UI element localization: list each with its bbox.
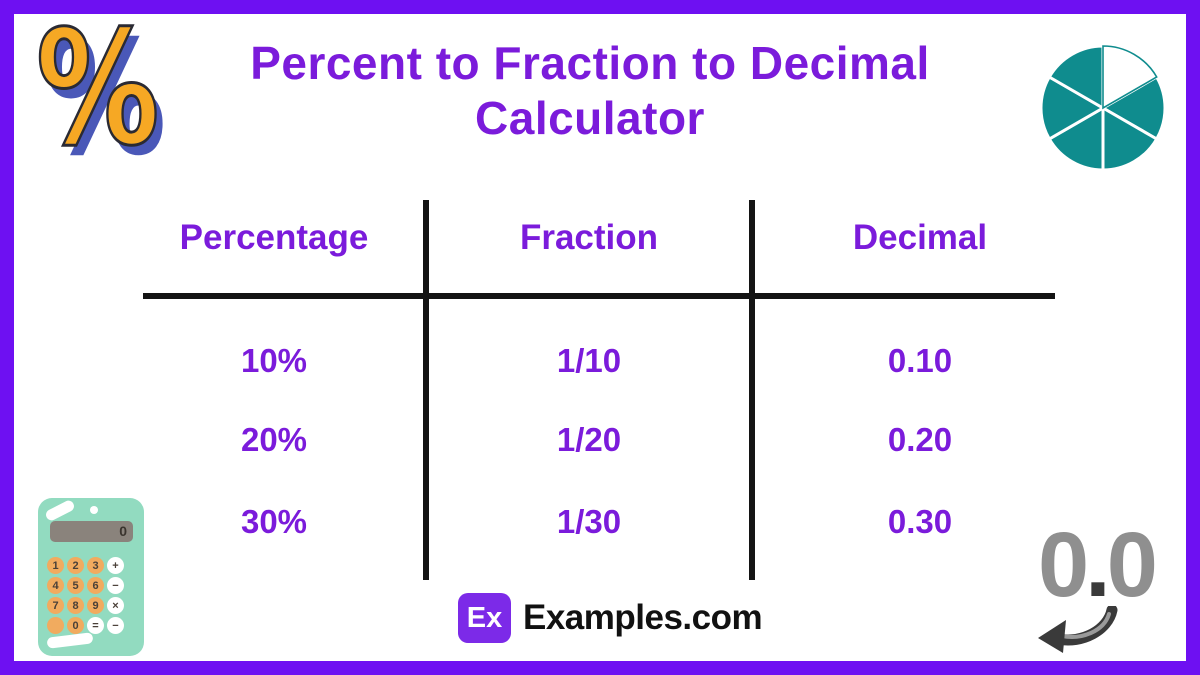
calculator-shine [44, 498, 76, 523]
calc-key-plus: + [107, 557, 124, 574]
calc-key-3: 3 [87, 557, 104, 574]
column-header-fraction: Fraction [519, 218, 659, 257]
calc-key-0: 0 [67, 617, 84, 634]
calculator-shine [46, 632, 94, 649]
calculator-icon: 0 1 2 3 + 4 5 6 − 7 8 9 × 0 = − [38, 498, 144, 656]
percentage-value: 10% [240, 342, 308, 379]
table-row: 10% 1/10 0.10 [14, 339, 1186, 383]
calc-key-1: 1 [47, 557, 64, 574]
page-title: Percent to Fraction to Decimal Calculato… [170, 36, 1010, 146]
title-line-2: Calculator [475, 92, 705, 144]
table-row: 30% 1/30 0.30 [14, 500, 1186, 544]
table-header-row: Percentage Fraction Decimal [14, 218, 1186, 258]
calc-key-5: 5 [67, 577, 84, 594]
fraction-value: 1/30 [556, 503, 622, 540]
calc-key-7: 7 [47, 597, 64, 614]
decimal-point: . [1085, 514, 1110, 616]
calc-key-multiply: × [107, 597, 124, 614]
examples-logo-badge: Ex [458, 593, 511, 643]
decimal-value: 0.10 [887, 342, 953, 379]
calc-key-equals: = [87, 617, 104, 634]
calc-key-blank [47, 617, 64, 634]
column-header-decimal: Decimal [852, 218, 988, 257]
fraction-value: 1/20 [556, 421, 622, 458]
curved-arrow-icon [1038, 606, 1118, 653]
percentage-value: 20% [240, 421, 308, 458]
percent-3d-icon: % [35, 0, 161, 181]
calculator-display: 0 [50, 521, 133, 542]
calc-key-9: 9 [87, 597, 104, 614]
table-row: 20% 1/20 0.20 [14, 418, 1186, 462]
title-line-1: Percent to Fraction to Decimal [250, 37, 930, 89]
examples-logo-text: Examples.com [523, 598, 763, 637]
table-vertical-rule-right [749, 200, 755, 580]
calculator-keypad: 1 2 3 + 4 5 6 − 7 8 9 × 0 = − [47, 557, 124, 634]
calc-key-2: 2 [67, 557, 84, 574]
calc-key-4: 4 [47, 577, 64, 594]
examples-logo: Ex Examples.com [458, 592, 763, 644]
fraction-value: 1/10 [556, 342, 622, 379]
table-vertical-rule-left [423, 200, 429, 580]
calculator-shine-dot [90, 506, 98, 514]
zero-right: 0 [1106, 514, 1158, 616]
table-horizontal-rule [143, 293, 1055, 299]
pie-empty-slice [1102, 45, 1158, 110]
column-header-percentage: Percentage [179, 218, 369, 257]
decimal-value: 0.30 [887, 503, 953, 540]
zero-decimal-graphic: 0.0 [1038, 519, 1158, 611]
calc-key-8: 8 [67, 597, 84, 614]
calc-key-minus2: − [107, 617, 124, 634]
calc-key-minus: − [107, 577, 124, 594]
calc-key-6: 6 [87, 577, 104, 594]
pie-chart-icon [1039, 44, 1167, 172]
percentage-value: 30% [240, 503, 308, 540]
zero-left: 0 [1038, 514, 1089, 616]
decimal-value: 0.20 [887, 421, 953, 458]
